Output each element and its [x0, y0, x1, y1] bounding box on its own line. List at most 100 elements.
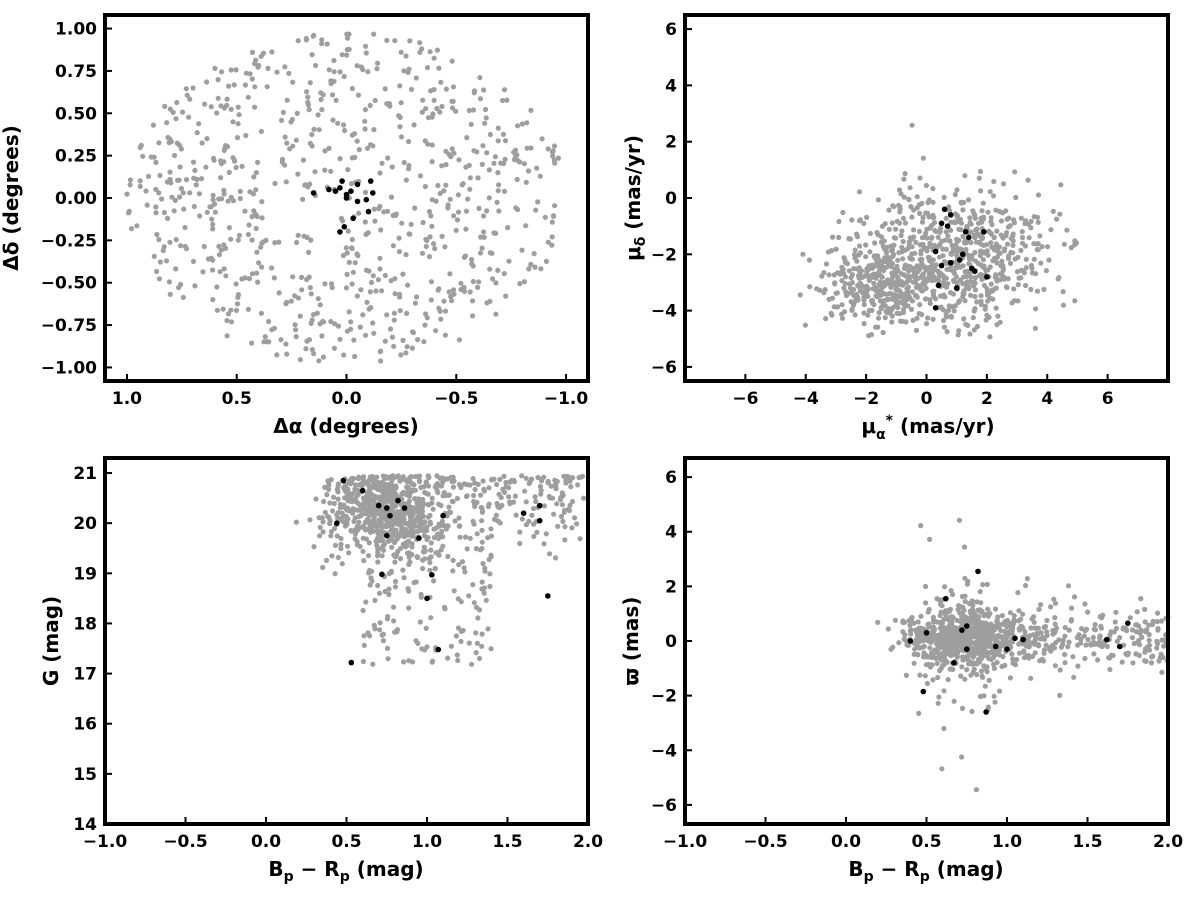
pm-field-point — [1001, 276, 1007, 282]
sky-field-point — [328, 78, 334, 84]
sky-field-point — [470, 263, 476, 269]
cmd-plx-field-point — [1016, 650, 1023, 656]
cmd-g-field-point — [454, 495, 460, 502]
pm-field-point — [852, 247, 858, 253]
cmd-plx-field-point — [943, 610, 949, 616]
pm-field-point — [1006, 254, 1012, 260]
pm-field-point — [883, 308, 889, 314]
pm-field-point — [917, 302, 923, 308]
cmd-plx-member-point — [975, 568, 981, 575]
cmd-g-field-point — [381, 547, 387, 553]
cmd-g-field-point — [406, 505, 412, 511]
pm-field-point — [923, 230, 929, 236]
cmd-plx-field-point — [933, 655, 939, 662]
pm-field-point — [839, 278, 845, 284]
cmd-g-field-point — [334, 533, 340, 539]
pm-field-point — [1072, 238, 1078, 244]
cmd-g-field-point — [330, 508, 336, 514]
cmd-g-field-point — [401, 516, 407, 522]
sky-field-point — [316, 127, 322, 133]
cmd-plx-field-point — [948, 640, 954, 647]
sky-field-point — [515, 206, 521, 213]
sky-field-point — [249, 340, 255, 346]
sky-field-point — [399, 220, 405, 226]
cmd-g-field-point — [380, 638, 386, 644]
pm-member-point — [981, 229, 987, 235]
cmd-plx-field-point — [1021, 648, 1027, 654]
pm-field-point — [890, 203, 896, 209]
cmd-plx-field-point — [980, 582, 986, 588]
cmd-g-field-point — [338, 541, 344, 547]
cmd-plx-field-point — [952, 632, 958, 638]
cmd-g-field-point — [355, 476, 362, 482]
sky-field-point — [475, 175, 481, 181]
cmd-g-field-point — [572, 515, 578, 521]
cmd-plx-field-point — [1112, 619, 1118, 625]
cmd-plx-field-point — [945, 677, 951, 683]
cmd-g-field-point — [431, 578, 437, 584]
pm-field-point — [967, 272, 973, 278]
cmd-g-field-point — [401, 575, 407, 581]
cmd-plx-field-point — [1040, 634, 1046, 640]
sky-field-point — [343, 245, 349, 251]
sky-field-point — [225, 198, 231, 204]
pm-field-point — [886, 296, 892, 302]
sky-field-point — [439, 233, 445, 239]
pm-field-point — [861, 321, 867, 327]
cmd-g-field-point — [409, 541, 415, 547]
panel-sky-positions: 1.0 0.5 0.0 −0.5 −1.0−1.00−0.75−0.50−0.250.0… — [0, 13, 590, 438]
sky-field-point — [549, 234, 555, 240]
sky-member-point — [310, 190, 317, 196]
cmd-g-field-point — [426, 502, 432, 508]
sky-field-point — [272, 180, 278, 187]
sky-field-point — [381, 209, 387, 215]
sky-field-point — [532, 264, 538, 270]
sky-field-point — [192, 283, 198, 289]
pm-field-point — [1037, 233, 1043, 239]
sky-field-point — [555, 155, 562, 161]
pm-field-point — [880, 298, 887, 304]
cmd-g-field-point — [561, 507, 568, 513]
pm-field-point — [967, 215, 973, 221]
sky-field-point — [282, 134, 288, 140]
cmd-g-field-point — [480, 478, 486, 484]
pm-field-point — [946, 204, 952, 210]
sky-field-point — [491, 160, 497, 166]
pm-field-point — [1039, 244, 1045, 250]
cmd-g-field-point — [335, 515, 341, 522]
sky-field-point — [302, 182, 308, 188]
cmd-plx-field-point — [1068, 618, 1074, 624]
cmd-g-field-point — [473, 650, 479, 656]
sky-field-point — [501, 188, 508, 194]
sky-field-point — [413, 75, 419, 81]
sky-field-point — [500, 97, 506, 104]
cmd-plx-y-tick-label: 4 — [665, 523, 677, 543]
sky-field-point — [274, 352, 280, 358]
cmd-g-field-point — [456, 515, 462, 521]
sky-field-point — [209, 216, 215, 222]
cmd-g-field-point — [293, 519, 299, 525]
sky-field-point — [151, 253, 157, 259]
pm-field-point — [964, 279, 970, 285]
sky-field-point — [484, 150, 490, 156]
sky-field-point — [346, 259, 352, 265]
cmd-g-field-point — [352, 495, 359, 501]
cmd-g-field-point — [352, 486, 358, 492]
cmd-g-member-point — [340, 477, 347, 484]
cmd-g-field-point — [405, 550, 411, 556]
sky-field-point — [442, 244, 448, 250]
pm-field-point — [988, 281, 994, 287]
sky-field-point — [411, 122, 417, 128]
cmd-plx-field-point — [980, 621, 986, 627]
pm-field-point — [831, 272, 837, 278]
cmd-g-field-point — [554, 478, 560, 485]
sky-field-point — [254, 249, 260, 255]
sky-field-point — [128, 226, 135, 232]
sky-field-point — [551, 213, 557, 219]
sky-field-point — [224, 333, 230, 339]
sky-x-tick-label: −1.0 — [544, 389, 589, 409]
sky-field-point — [341, 73, 347, 80]
cmd-g-field-point — [343, 489, 349, 495]
sky-field-point — [476, 205, 482, 211]
pm-field-point — [927, 258, 933, 264]
